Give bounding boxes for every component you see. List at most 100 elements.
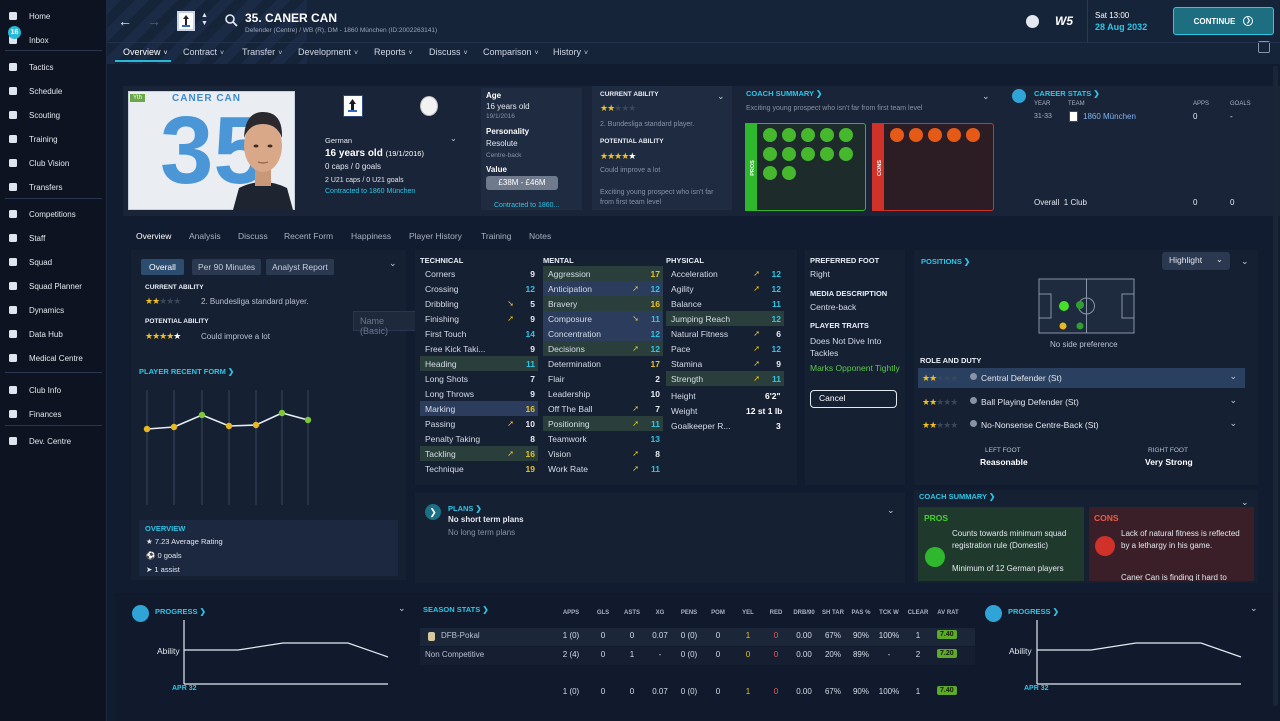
attr-technical-row[interactable]: Heading 11	[420, 356, 538, 371]
plans-arrow-icon[interactable]: ❯	[425, 504, 441, 520]
career-stats-title[interactable]: CAREER STATS ❯	[1034, 89, 1100, 98]
contract-line[interactable]: Contracted to 1860 München	[325, 188, 416, 195]
subtab-overview[interactable]: Overview	[136, 231, 172, 241]
sidebar-item-scouting[interactable]: Scouting	[0, 106, 107, 124]
positions-chevron-icon[interactable]: ⌄	[1241, 256, 1249, 266]
cancel-button[interactable]: Cancel	[810, 390, 897, 408]
sidebar-item-staff[interactable]: Staff	[0, 229, 107, 247]
sidebar-item-transfers[interactable]: Transfers	[0, 178, 107, 196]
role-row[interactable]: ★★★★★ Central Defender (St) ⌄	[918, 368, 1245, 388]
date-block[interactable]	[1087, 0, 1167, 42]
attr-mental-row[interactable]: Leadership 10	[543, 386, 663, 401]
attr-technical-row[interactable]: Penalty Taking 8	[420, 431, 538, 446]
sidebar-item-club-vision[interactable]: Club Vision	[0, 154, 107, 172]
tab-analyst-report[interactable]: Analyst Report	[266, 259, 334, 275]
attr-technical-row[interactable]: Corners 9	[420, 266, 538, 281]
sidebar-item-finances[interactable]: Finances	[0, 405, 107, 423]
progress-left-chevron-icon[interactable]: ⌄	[398, 603, 406, 613]
attr-physical-row[interactable]: Pace ➚ 12	[666, 341, 784, 356]
attr-technical-row[interactable]: Crossing 12	[420, 281, 538, 296]
progress-right-chevron-icon[interactable]: ⌄	[1250, 603, 1258, 613]
continue-button[interactable]: CONTINUE ❯	[1173, 7, 1274, 35]
search-icon[interactable]	[224, 13, 238, 27]
attr-technical-row[interactable]: Finishing ➚ 9	[420, 311, 538, 326]
coach-summary-title[interactable]: COACH SUMMARY ❯	[746, 89, 823, 98]
menu-overview[interactable]: Overview ˅	[123, 47, 168, 57]
tab-overall[interactable]: Overall	[141, 259, 184, 275]
coach-summary-chevron-icon[interactable]: ⌄	[982, 91, 990, 101]
menu-reports[interactable]: Reports ˅	[374, 47, 413, 57]
ball-icon[interactable]	[1026, 15, 1039, 28]
sidebar-item-competitions[interactable]: Competitions	[0, 205, 107, 223]
sidebar-item-tactics[interactable]: Tactics	[0, 58, 107, 76]
attr-mental-row[interactable]: Composure ➘ 11	[543, 311, 663, 326]
corner-menu-icon[interactable]	[1258, 41, 1270, 53]
attr-mental-row[interactable]: Determination 17	[543, 356, 663, 371]
nation-chevron-icon[interactable]: ⌄	[450, 134, 457, 143]
sidebar-item-dev-centre[interactable]: Dev. Centre	[0, 432, 107, 450]
attr-physical-row[interactable]: Strength ➚ 11	[666, 371, 784, 386]
attr-mental-row[interactable]: Concentration 12	[543, 326, 663, 341]
attr-mental-row[interactable]: Positioning ➚ 11	[543, 416, 663, 431]
ability-chevron-icon[interactable]: ⌄	[717, 91, 725, 101]
left-panel-chevron-icon[interactable]: ⌄	[389, 258, 397, 268]
menu-development[interactable]: Development ˅	[298, 47, 358, 57]
menu-comparison[interactable]: Comparison ˅	[483, 47, 539, 57]
sidebar-item-medical-centre[interactable]: Medical Centre	[0, 349, 107, 367]
subtab-recent-form[interactable]: Recent Form	[284, 231, 334, 241]
sidebar-item-schedule[interactable]: Schedule	[0, 82, 107, 100]
attr-technical-row[interactable]: First Touch 14	[420, 326, 538, 341]
attr-physical-row[interactable]: Natural Fitness ➚ 6	[666, 326, 784, 341]
attr-mental-row[interactable]: Flair 2	[543, 371, 663, 386]
attr-mental-row[interactable]: Decisions ➚ 12	[543, 341, 663, 356]
scrollbar[interactable]	[1273, 66, 1278, 706]
coach-summary2-chevron-icon[interactable]: ⌄	[1241, 497, 1249, 507]
subtab-training[interactable]: Training	[481, 231, 512, 241]
recent-form-title[interactable]: PLAYER RECENT FORM ❯	[139, 367, 235, 376]
season-row-competition[interactable]: DFB-Pokal	[441, 631, 480, 640]
attr-mental-row[interactable]: Vision ➚ 8	[543, 446, 663, 461]
contract-short[interactable]: Contracted to 1860...	[494, 202, 560, 209]
sidebar-item-training[interactable]: Training	[0, 130, 107, 148]
subtab-notes[interactable]: Notes	[529, 231, 552, 241]
progress-left-title[interactable]: PROGRESS ❯	[155, 607, 206, 616]
attr-technical-row[interactable]: Long Shots 7	[420, 371, 538, 386]
subtab-happiness[interactable]: Happiness	[351, 231, 392, 241]
attr-mental-row[interactable]: Bravery 16	[543, 296, 663, 311]
coach-summary2-title[interactable]: COACH SUMMARY ❯	[919, 492, 996, 501]
subtab-discuss[interactable]: Discuss	[238, 231, 268, 241]
attr-mental-row[interactable]: Off The Ball ➚ 7	[543, 401, 663, 416]
attr-technical-row[interactable]: Technique 19	[420, 461, 538, 476]
tab-per-90[interactable]: Per 90 Minutes	[192, 259, 262, 275]
role-row[interactable]: ★★★★★ Ball Playing Defender (St) ⌄	[918, 392, 1245, 412]
player-switch-icon[interactable]: ▲ ▼	[201, 12, 208, 27]
attr-technical-row[interactable]: Dribbling ➘ 5	[420, 296, 538, 311]
sidebar-item-club-info[interactable]: Club Info	[0, 381, 107, 399]
season-row-competition[interactable]: Non Competitive	[425, 650, 485, 659]
attr-physical-row[interactable]: Balance 11	[666, 296, 784, 311]
menu-history[interactable]: History ˅	[553, 47, 588, 57]
name-basic-field[interactable]: Name (Basic)	[353, 311, 419, 336]
attr-technical-row[interactable]: Marking 16	[420, 401, 538, 416]
subtab-analysis[interactable]: Analysis	[189, 231, 221, 241]
attr-mental-row[interactable]: Work Rate ➚ 11	[543, 461, 663, 476]
back-icon[interactable]: ←	[118, 13, 132, 29]
positions-title[interactable]: POSITIONS ❯	[921, 257, 971, 266]
sidebar-item-dynamics[interactable]: Dynamics	[0, 301, 107, 319]
season-stats-title[interactable]: SEASON STATS ❯	[423, 605, 489, 614]
sidebar-item-home[interactable]: Home	[0, 7, 107, 25]
attr-physical-row[interactable]: Stamina ➚ 9	[666, 356, 784, 371]
sidebar-item-squad[interactable]: Squad	[0, 253, 107, 271]
sidebar-item-squad-planner[interactable]: Squad Planner	[0, 277, 107, 295]
attr-physical-row[interactable]: Agility ➚ 12	[666, 281, 784, 296]
forward-icon[interactable]: →	[147, 13, 161, 29]
attr-mental-row[interactable]: Teamwork 13	[543, 431, 663, 446]
club-crest-icon[interactable]	[177, 11, 195, 31]
career-row-team[interactable]: 1860 München	[1083, 112, 1136, 121]
progress-right-title[interactable]: PROGRESS ❯	[1008, 607, 1059, 616]
plans-chevron-icon[interactable]: ⌄	[887, 505, 895, 515]
attr-mental-row[interactable]: Anticipation ➚ 12	[543, 281, 663, 296]
attr-technical-row[interactable]: Free Kick Taki... 9	[420, 341, 538, 356]
menu-contract[interactable]: Contract ˅	[183, 47, 224, 57]
attr-technical-row[interactable]: Long Throws 9	[420, 386, 538, 401]
